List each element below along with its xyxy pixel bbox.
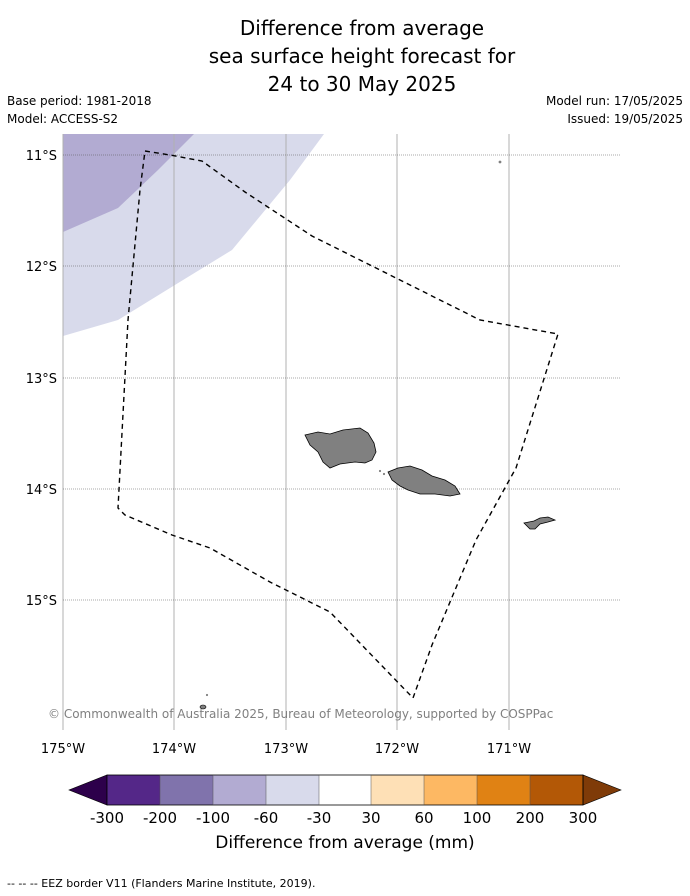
colorbar-segment [371,775,424,805]
colorbar-segment [530,775,583,805]
anomaly-shading [63,134,324,336]
lon-label: 175°W [41,742,85,757]
lat-labels: 11°S 12°S 13°S 14°S 15°S [26,149,57,609]
colorbar-tick: -200 [143,809,177,827]
colorbar-segment [160,775,213,805]
colorbar-segment [319,775,371,805]
model-run-label: Model run: 17/05/2025 [545,94,683,108]
colorbar-extend-low [68,774,108,806]
eez-legend-note: -- -- -- EEZ border V11 (Flanders Marine… [7,877,316,890]
island-upolu [387,465,461,497]
colorbar-tick: 60 [414,809,433,827]
issued-label: Issued: 19/05/2025 [567,112,683,126]
colorbar-tick: -300 [90,809,124,827]
colorbar-dividers [159,775,531,805]
colorbar-segment [107,775,160,805]
eez-border [117,150,559,700]
title-line-3: 24 to 30 May 2025 [267,72,457,96]
colorbar-tick: 100 [463,809,492,827]
colorbar-extend-high [582,774,622,806]
colorbar-segment [424,775,477,805]
lat-label: 11°S [26,149,57,164]
colorbar-label: Difference from average (mm) [215,833,475,853]
lat-label: 13°S [26,372,57,387]
colorbar-tick: -30 [307,809,332,827]
gridlines [62,134,620,730]
copyright-text: © Commonwealth of Australia 2025, Bureau… [48,707,553,721]
colorbar-tick: 200 [516,809,545,827]
base-period-label: Base period: 1981-2018 [7,94,152,108]
lon-label: 174°W [152,742,196,757]
chart-title: Difference from average sea surface heig… [0,14,690,98]
colorbar-ticks: -300 -200 -100 -60 -30 30 60 100 200 300 [90,809,597,827]
colorbar-outline [106,774,584,806]
islet-manono [378,469,382,473]
colorbar-segment [213,775,266,805]
island-tutuila [523,516,557,530]
colorbar-tick: -100 [196,809,230,827]
title-line-1: Difference from average [239,16,485,40]
colorbar-tick: -60 [254,809,279,827]
model-label: Model: ACCESS-S2 [7,112,119,126]
land [199,160,557,710]
colorbar-segment [477,775,530,805]
islet-north [498,160,502,164]
islet-southwest [199,704,207,710]
islet-apolima [382,472,386,476]
island-savaii [304,427,377,469]
lon-label: 173°W [264,742,308,757]
lon-labels: 175°W 174°W 173°W 172°W 171°W [41,742,531,757]
lon-label: 171°W [487,742,531,757]
lat-label: 14°S [26,483,57,498]
lat-label: 15°S [26,594,57,609]
lat-label: 12°S [26,260,57,275]
title-line-2: sea surface height forecast for [208,44,516,68]
colorbar: -300 -200 -100 -60 -30 30 60 100 200 300 [68,774,622,827]
colorbar-segment [266,775,319,805]
shade-minus60-100 [63,134,194,232]
colorbar-tick: 30 [361,809,380,827]
lon-label: 172°W [375,742,419,757]
islet-southwest-2 [205,693,209,697]
colorbar-tick: 300 [569,809,598,827]
